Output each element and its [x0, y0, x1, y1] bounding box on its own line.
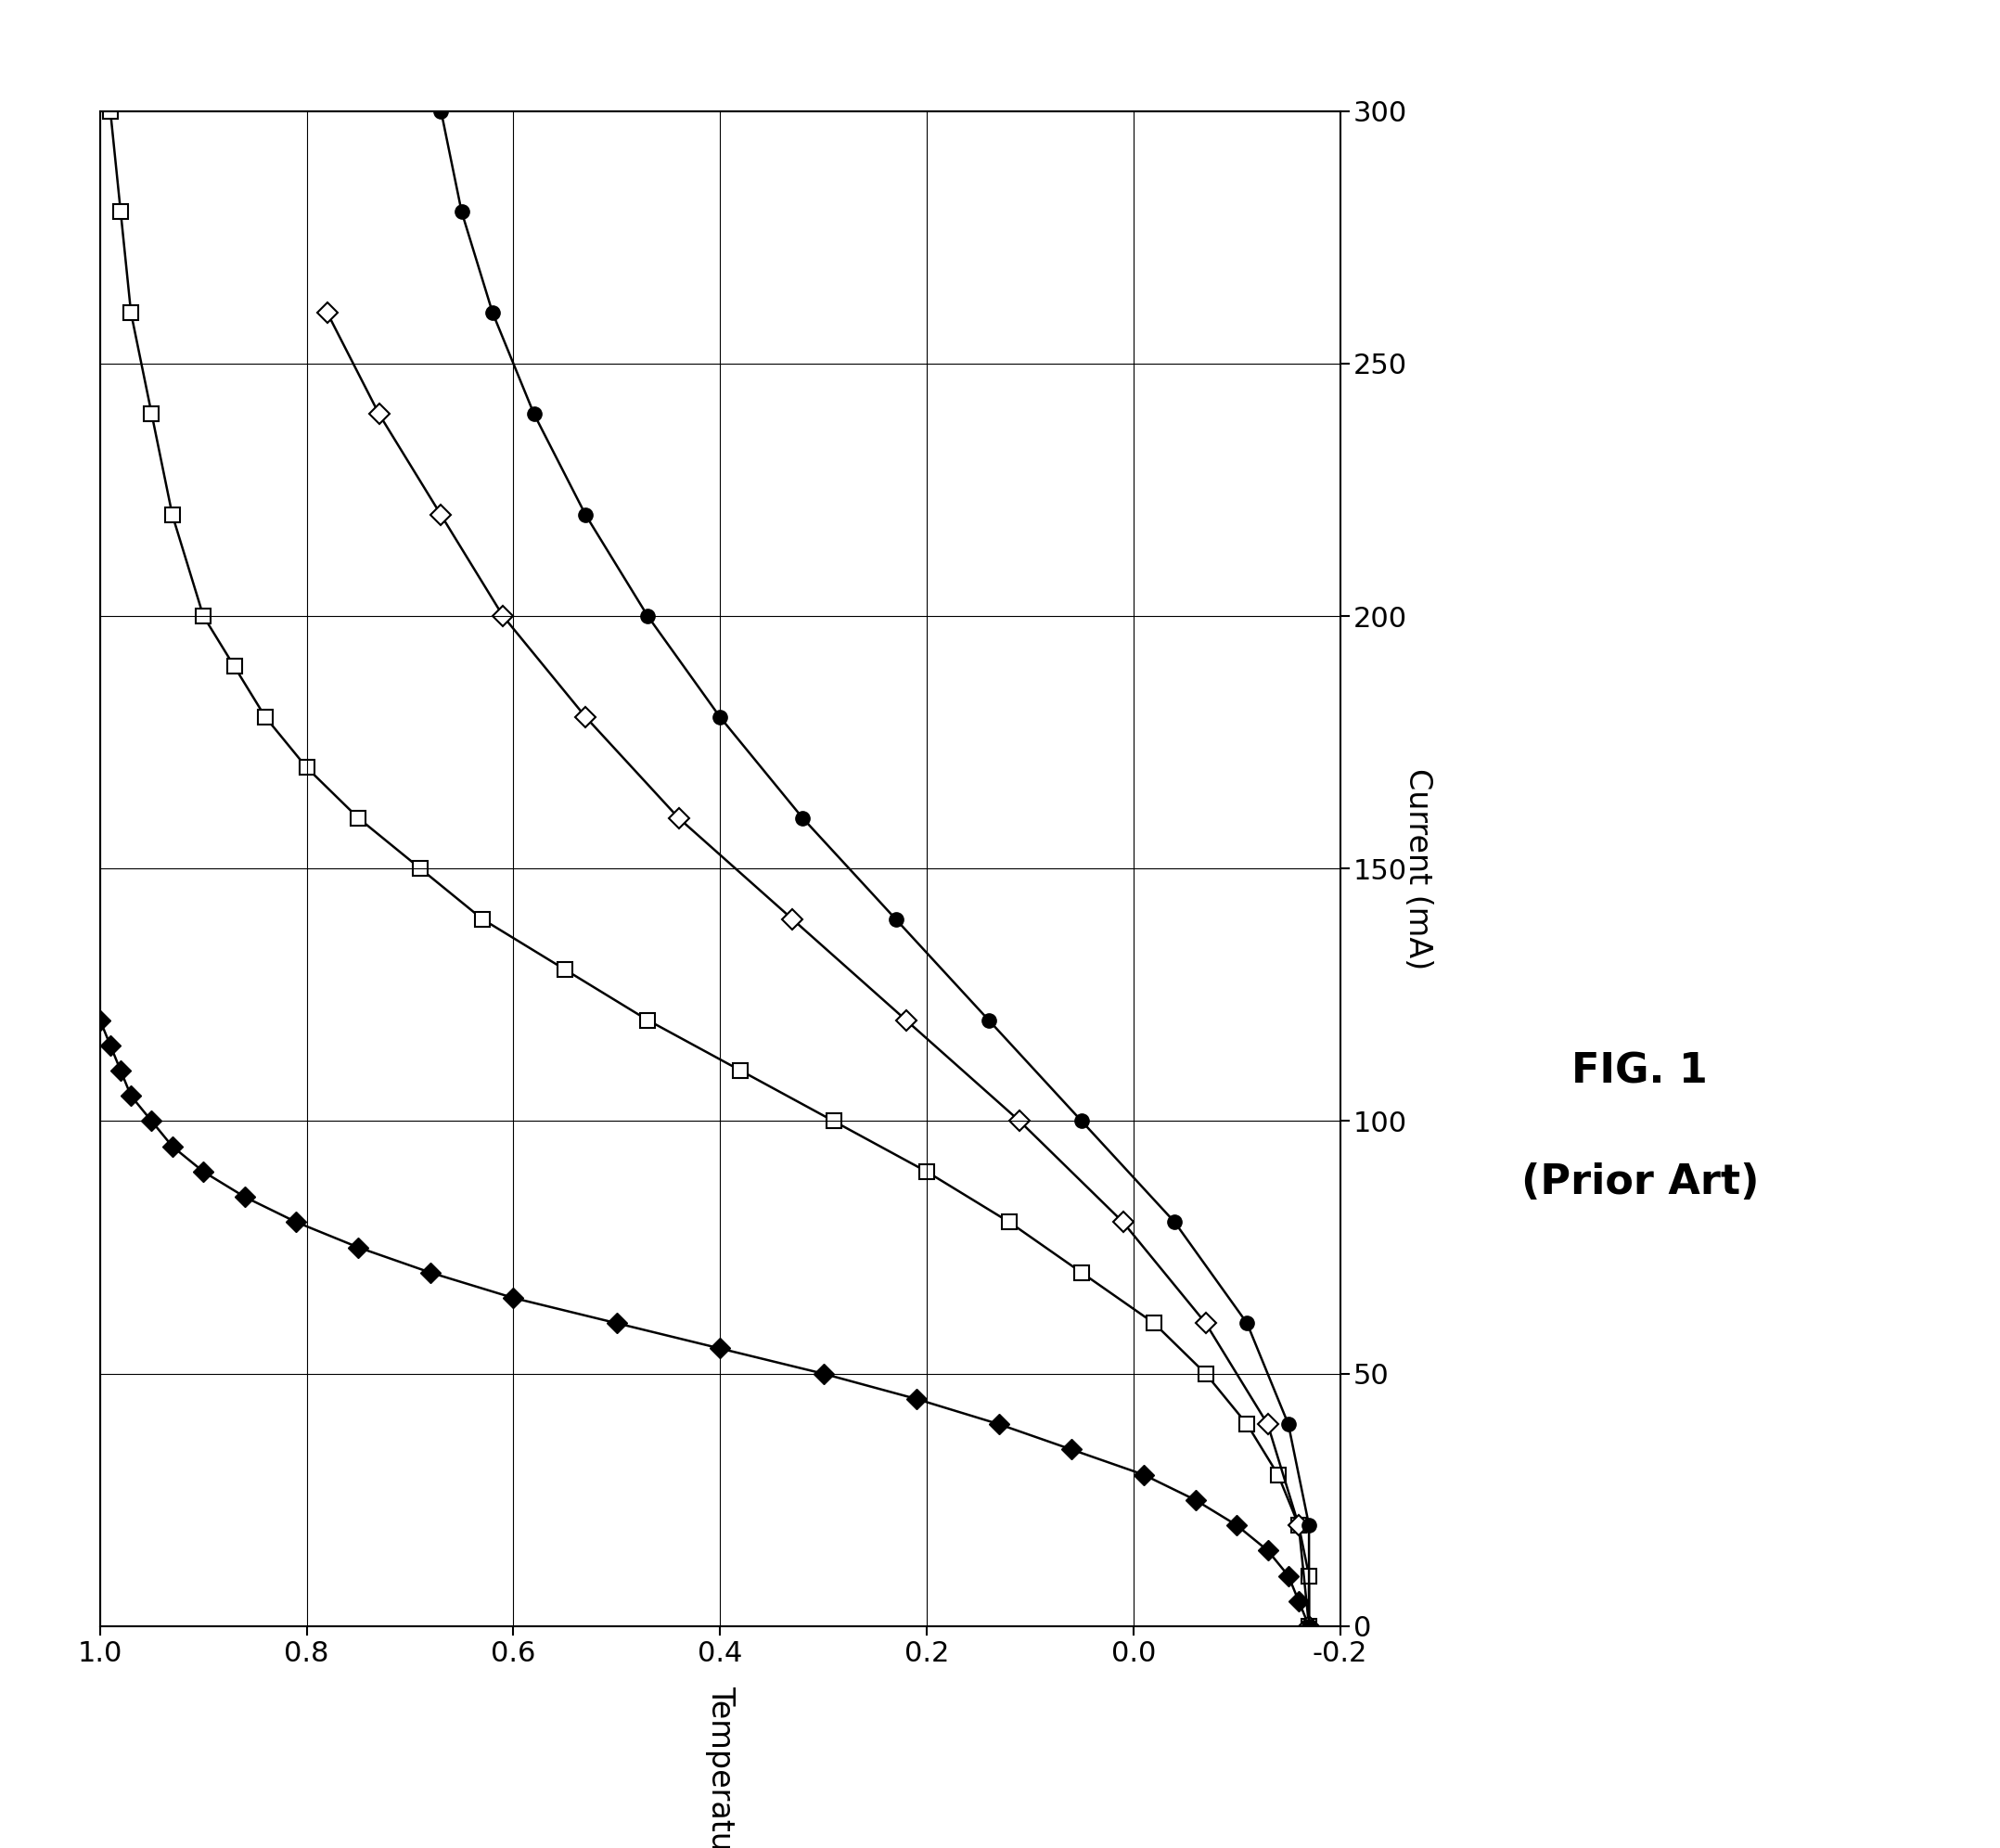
Y-axis label: Current (mA): Current (mA) — [1402, 767, 1434, 970]
Text: FIG. 1: FIG. 1 — [1572, 1052, 1708, 1092]
Text: (Prior Art): (Prior Art) — [1522, 1162, 1758, 1203]
X-axis label: Temperature Change (°K): Temperature Change (°K) — [704, 1685, 736, 1848]
